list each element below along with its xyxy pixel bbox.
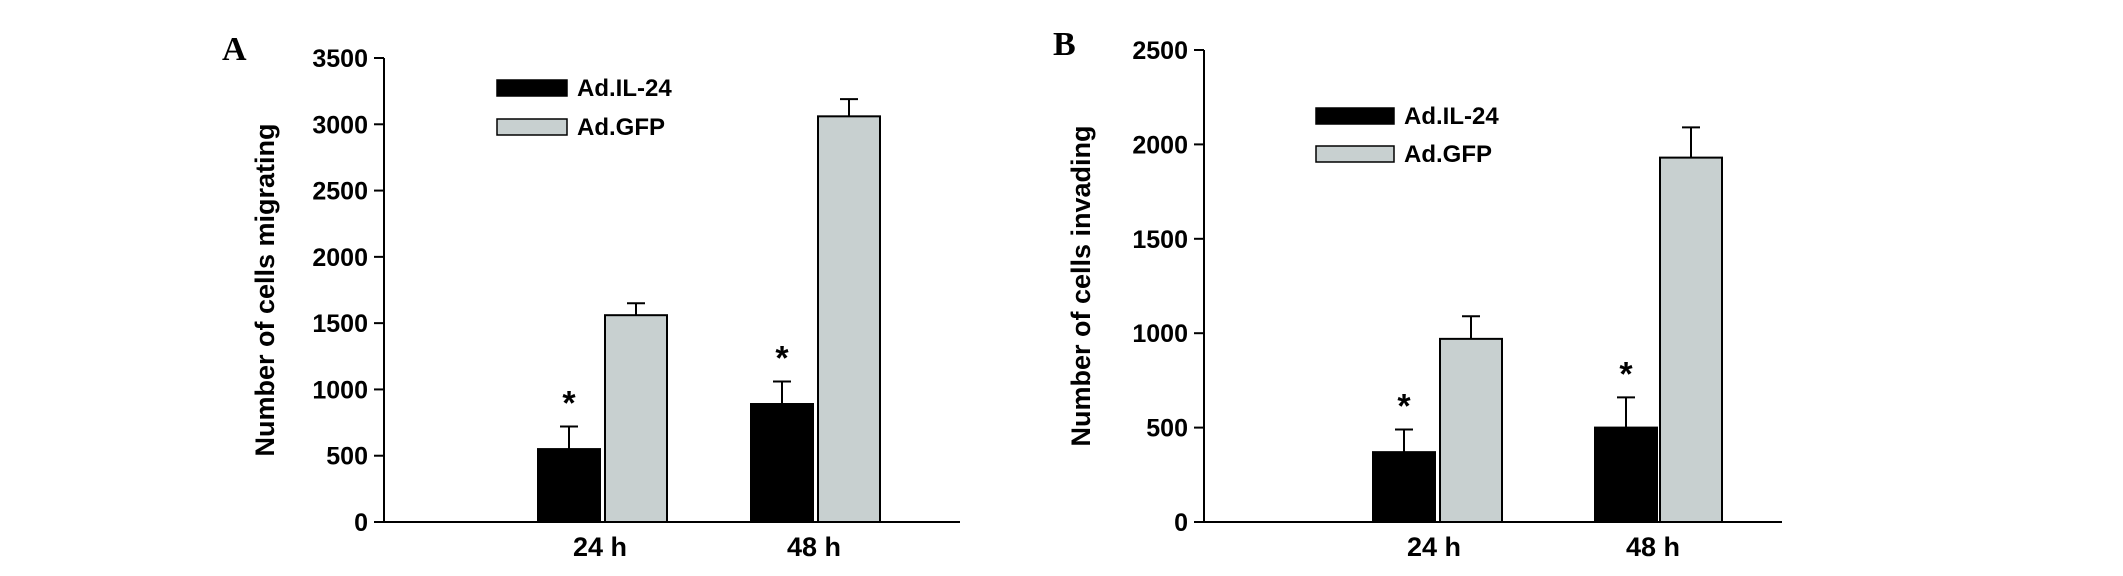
legend-swatch [1315,145,1395,163]
legend-swatch [496,79,568,97]
x-category-label: 24 h [1407,532,1461,562]
bar-ad-gfp [604,314,668,523]
chart-panel-a: A Number of cells migrating 0 500 1000 1500 20… [222,31,960,562]
legend-swatch [496,118,568,136]
significance-marker: * [1619,355,1633,393]
y-tick-label: 2000 [1132,131,1188,159]
legend-label: Ad.GFP [1404,141,1492,168]
bar-ad-gfp [1659,156,1723,523]
y-tick-label: 1500 [312,310,368,338]
x-category-label: 24 h [573,532,627,562]
y-tick-label: 2500 [1132,37,1188,65]
legend-label: Ad.GFP [577,114,665,141]
y-tick-label: 500 [1146,415,1188,443]
bar-ad-il-24 [1594,426,1658,524]
panel-letter: B [1053,26,1076,63]
legend-label: Ad.IL-24 [577,75,672,102]
bar-ad-il-24 [537,448,601,524]
y-tick-label: 1000 [1132,320,1188,348]
bar-ad-il-24 [750,403,814,523]
y-tick-label: 0 [1174,509,1188,537]
x-category-label: 48 h [1626,532,1680,562]
legend-swatch [1315,107,1395,125]
significance-marker: * [562,385,576,423]
significance-marker: * [1397,387,1411,425]
bar-ad-gfp [817,115,881,524]
x-category-label: 48 h [787,532,841,562]
y-axis-title: Number of cells migrating [250,123,280,456]
y-tick-label: 2500 [312,178,368,206]
y-tick-label: 3500 [312,45,368,73]
chart-panel-b: B Number of cells invading 0 500 1000 1500 200… [1053,26,1782,562]
legend-label: Ad.IL-24 [1404,103,1499,130]
significance-marker: * [775,339,789,377]
y-tick-label: 1500 [1132,226,1188,254]
y-axis-title: Number of cells invading [1066,125,1096,446]
y-tick-label: 3000 [312,111,368,139]
bar-ad-gfp [1439,337,1503,524]
panel-letter: A [222,31,247,68]
y-tick-label: 500 [326,443,368,471]
bar-ad-il-24 [1372,451,1436,524]
y-tick-label: 1000 [312,376,368,404]
y-tick-label: 2000 [312,244,368,272]
y-tick-label: 0 [354,509,368,537]
